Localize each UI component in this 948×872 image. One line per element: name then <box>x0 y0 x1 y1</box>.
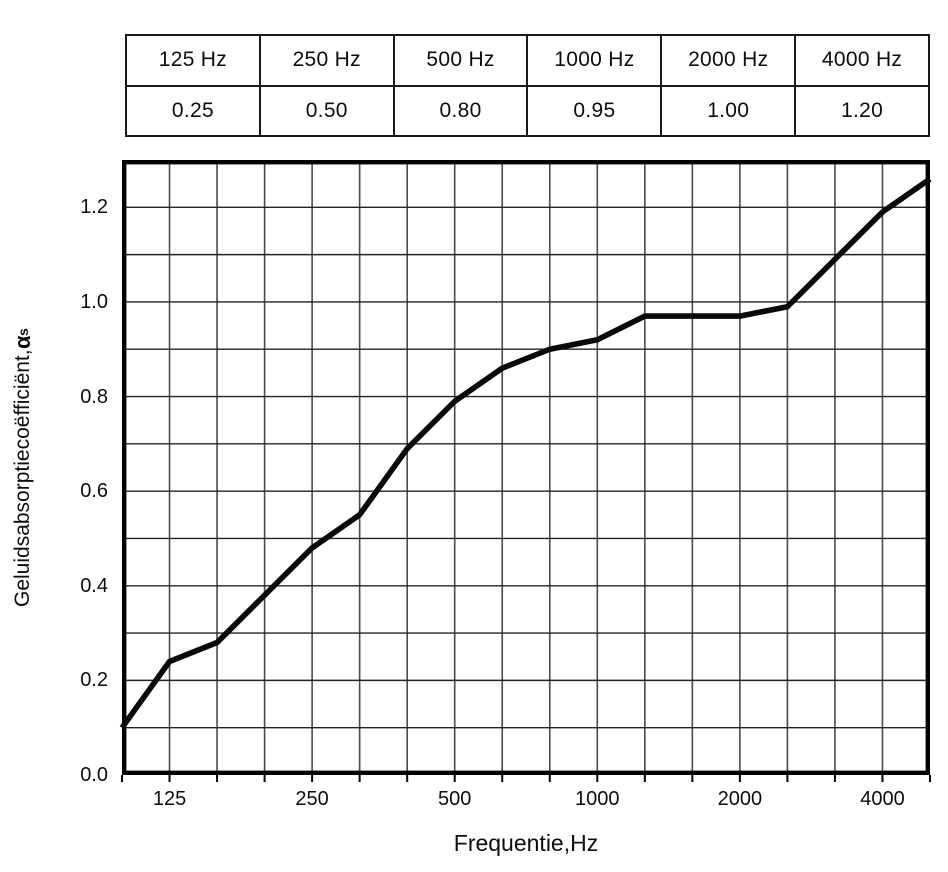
absorption-line-chart <box>119 160 932 782</box>
table-value-cell: 1.00 <box>660 84 797 137</box>
y-tick-label: 0.4 <box>80 574 108 597</box>
x-tick-label: 250 <box>295 788 329 810</box>
table-value-row: 0.25 0.50 0.80 0.95 1.00 1.20 <box>125 84 930 137</box>
table-value-cell: 1.20 <box>794 84 930 137</box>
table-header-cell: 2000 Hz <box>660 34 797 87</box>
x-tick-label: 4000 <box>860 788 905 810</box>
y-tick-label: 0.0 <box>80 764 108 786</box>
table-header-cell: 250 Hz <box>258 34 395 87</box>
frequency-value-table: 125 Hz 250 Hz 500 Hz 1000 Hz 2000 Hz 4000 Hz … <box>125 34 930 137</box>
alpha-subscript: s <box>15 328 31 336</box>
absorption-curve <box>119 176 932 730</box>
table-header-cell: 4000 Hz <box>794 34 930 87</box>
table-header-row: 125 Hz 250 Hz 500 Hz 1000 Hz 2000 Hz 4000 Hz <box>125 34 930 87</box>
x-tick-label: 125 <box>152 788 187 810</box>
table-header-cell: 1000 Hz <box>526 34 663 87</box>
y-tick-label: 1.2 <box>80 196 108 219</box>
table-value-cell: 0.80 <box>392 84 529 137</box>
y-tick-label: 1.0 <box>80 290 108 313</box>
table-header-cell: 125 Hz <box>125 34 261 87</box>
table-value-cell: 0.95 <box>526 84 663 137</box>
y-axis-title-text: Geluidsabsorptiecoëfficiënt, <box>11 349 34 607</box>
table-value-cell: 0.25 <box>125 84 261 137</box>
y-tick-label: 0.6 <box>80 480 108 503</box>
y-tick-label: 0.2 <box>80 669 108 692</box>
table-value-cell: 0.50 <box>258 84 395 137</box>
x-tick-label: 500 <box>438 788 472 810</box>
table-header-cell: 500 Hz <box>392 34 529 87</box>
x-axis-title: Frequentie,Hz <box>453 830 599 856</box>
alpha-symbol: α <box>10 335 35 350</box>
x-tick-label: 2000 <box>717 788 763 810</box>
plot-border <box>122 160 930 775</box>
y-tick-label: 0.8 <box>80 385 108 408</box>
x-tick-label: 1000 <box>575 788 620 810</box>
